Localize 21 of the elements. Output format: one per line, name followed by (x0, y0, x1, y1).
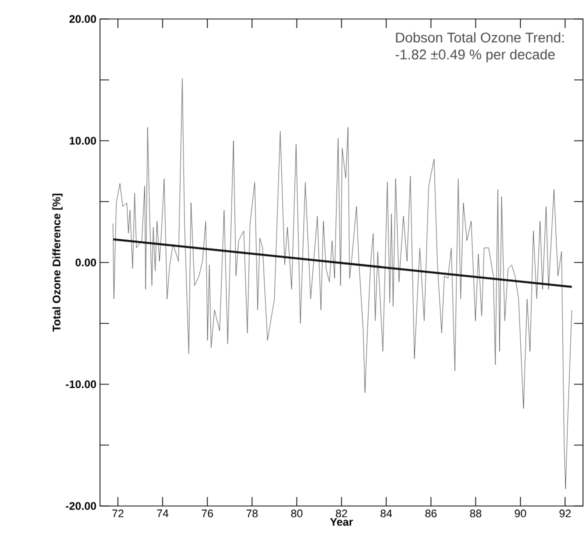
annotation: -1.82 ±0.49 % per decade (396, 49, 555, 62)
y-tick-label: -20.00 (66, 502, 96, 510)
y-tick-label: 10.00 (70, 136, 96, 145)
y-axis-title: Total Ozone Difference [%] (52, 194, 63, 332)
x-tick-label: 90 (514, 510, 526, 518)
x-tick-label: 86 (425, 510, 437, 518)
x-tick-label: 76 (202, 510, 213, 518)
y-tick-label: 0.00 (76, 258, 96, 266)
y-tick-label: -10.00 (66, 380, 96, 388)
x-tick-label: 78 (246, 510, 258, 518)
x-axis-title: Year (330, 518, 353, 526)
x-tick-label: 92 (560, 510, 571, 518)
x-tick-label: 82 (336, 510, 348, 518)
x-tick-label: 84 (380, 510, 392, 518)
line-series (112, 78, 572, 490)
annotation: Dobson Total Ozone Trend: (396, 32, 564, 43)
y-tick-label: 20.00 (69, 15, 96, 23)
x-tick-label: 80 (291, 510, 302, 518)
x-tick-label: 88 (470, 510, 482, 518)
x-tick-label: 72 (112, 510, 124, 518)
x-tick-label: 74 (157, 510, 168, 518)
